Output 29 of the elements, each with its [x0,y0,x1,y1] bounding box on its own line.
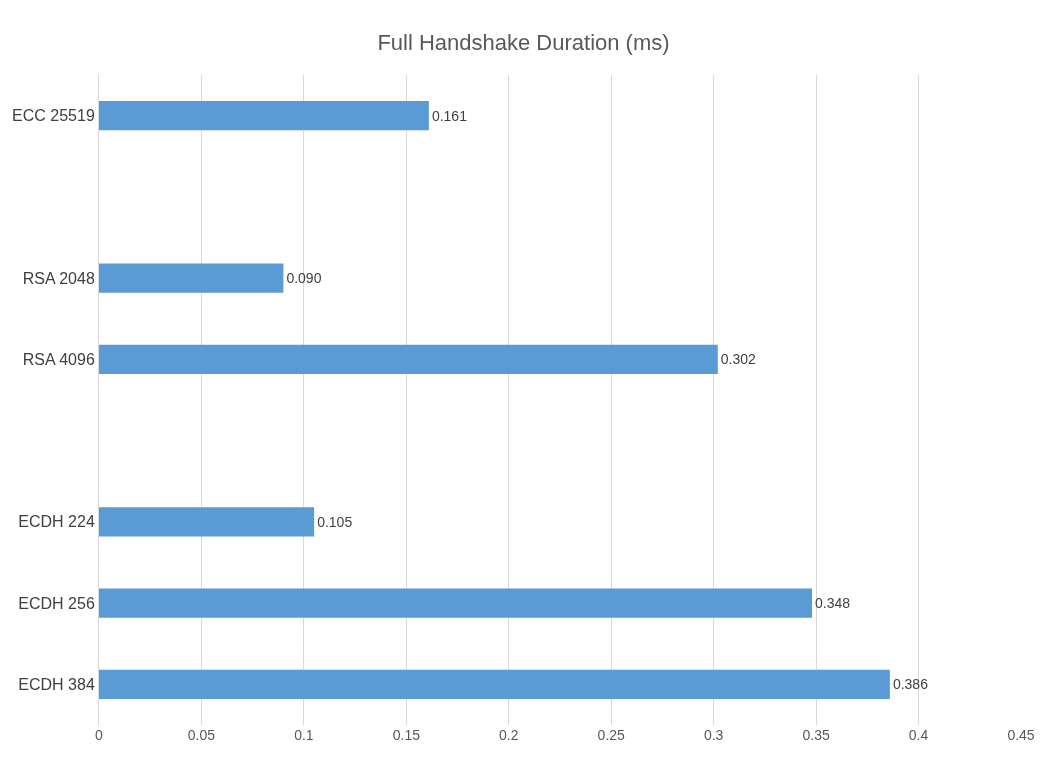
x-tick-label: 0 [95,727,104,743]
bar [99,588,813,618]
data-label: 0.161 [431,107,468,124]
x-tick-label: 0.4 [908,727,929,743]
data-label: 0.302 [720,351,757,368]
x-tick-label: 0.35 [802,727,830,743]
x-tick-label: 0.15 [392,727,421,743]
y-tick-label: ECDH 256 [18,594,95,612]
x-tick-label: 0.2 [499,727,519,743]
data-label: 0.105 [317,513,353,530]
data-label: 0.348 [815,595,851,612]
y-tick-label: RSA 2048 [22,269,95,287]
bar [99,101,429,131]
chart-title: Full Handshake Duration (ms) [377,29,670,55]
data-label: 0.090 [286,270,322,287]
x-tick-label: 0.05 [187,727,216,743]
y-tick-label: ECDH 384 [18,675,95,693]
y-tick-label: ECDH 224 [18,513,95,531]
x-tick-label: 0.3 [703,727,724,743]
x-tick-label: 0.45 [1007,727,1035,743]
bar [99,344,718,374]
x-tick-label: 0.1 [294,727,314,743]
y-tick-label: RSA 4096 [22,350,95,368]
bar [99,669,890,699]
x-tick-label: 0.25 [597,727,626,743]
data-label: 0.386 [892,676,929,693]
bar [99,263,284,293]
bar [99,507,315,537]
y-tick-label: ECC 25519 [12,107,95,125]
